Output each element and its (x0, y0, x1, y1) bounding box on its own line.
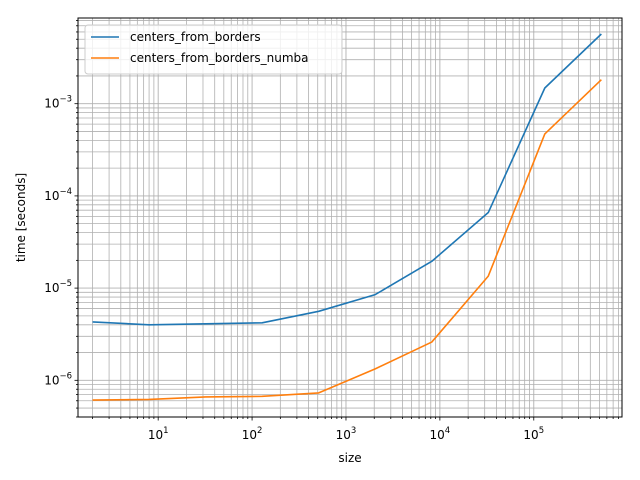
axis-ticks: 101 102 103 104 105 10−6 10−5 10−4 10−3 (44, 20, 619, 442)
y-axis-label: time [seconds] (14, 173, 28, 262)
y-tick-label: 10−4 (44, 187, 72, 203)
series-line-0 (92, 33, 602, 326)
x-tick-label: 104 (430, 426, 451, 442)
legend-label-1: centers_from_borders_numba (130, 51, 309, 65)
series-lines (92, 33, 602, 401)
y-tick-label: 10−3 (44, 95, 72, 111)
grid (78, 18, 622, 418)
legend-box (84, 24, 343, 75)
x-tick-label: 103 (336, 426, 357, 442)
y-tick-label: 10−5 (44, 279, 72, 295)
x-axis-label: size (338, 451, 361, 465)
x-tick-label: 102 (242, 426, 263, 442)
series-line-1 (92, 79, 602, 401)
legend-label-0: centers_from_borders (130, 30, 261, 44)
y-tick-label: 10−6 (44, 371, 72, 387)
plot-frame (77, 17, 623, 418)
x-tick-label: 105 (523, 426, 544, 442)
x-tick-label: 101 (148, 426, 169, 442)
legend: centers_from_borders centers_from_borders… (84, 24, 343, 75)
